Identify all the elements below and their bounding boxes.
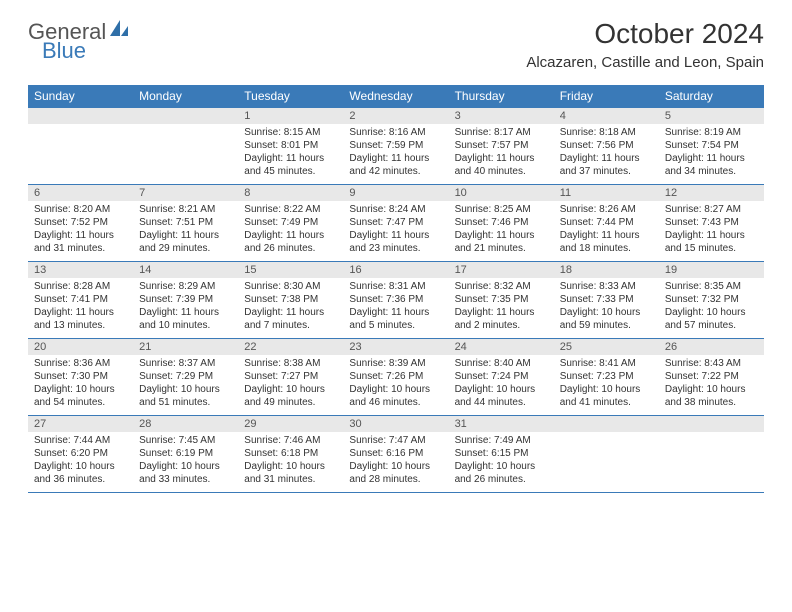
calendar-table: SundayMondayTuesdayWednesdayThursdayFrid… [28, 85, 764, 493]
day-details: Sunrise: 7:44 AMSunset: 6:20 PMDaylight:… [28, 432, 133, 492]
day-details: Sunrise: 8:31 AMSunset: 7:36 PMDaylight:… [343, 278, 448, 338]
day-details: Sunrise: 7:46 AMSunset: 6:18 PMDaylight:… [238, 432, 343, 492]
day-number: 17 [449, 261, 554, 278]
weekday-header-row: SundayMondayTuesdayWednesdayThursdayFrid… [28, 85, 764, 107]
day-number: 21 [133, 338, 238, 355]
location: Alcazaren, Castille and Leon, Spain [526, 54, 764, 71]
empty-daybody [659, 432, 764, 486]
day-details: Sunrise: 8:33 AMSunset: 7:33 PMDaylight:… [554, 278, 659, 338]
day-number: 14 [133, 261, 238, 278]
day-details: Sunrise: 8:21 AMSunset: 7:51 PMDaylight:… [133, 201, 238, 261]
day-details: Sunrise: 8:22 AMSunset: 7:49 PMDaylight:… [238, 201, 343, 261]
day-details: Sunrise: 8:32 AMSunset: 7:35 PMDaylight:… [449, 278, 554, 338]
logo-blue-row: Blue [42, 38, 86, 64]
bottom-border [659, 492, 764, 493]
day-details: Sunrise: 8:28 AMSunset: 7:41 PMDaylight:… [28, 278, 133, 338]
day-details: Sunrise: 8:43 AMSunset: 7:22 PMDaylight:… [659, 355, 764, 415]
day-number: 4 [554, 107, 659, 124]
day-details: Sunrise: 7:45 AMSunset: 6:19 PMDaylight:… [133, 432, 238, 492]
title-block: October 2024 Alcazaren, Castille and Leo… [526, 18, 764, 71]
bottom-border [343, 492, 448, 493]
day-number: 2 [343, 107, 448, 124]
day-details: Sunrise: 8:24 AMSunset: 7:47 PMDaylight:… [343, 201, 448, 261]
day-number: 9 [343, 184, 448, 201]
weekday-header: Wednesday [343, 85, 448, 107]
logo-sail-icon [108, 18, 130, 45]
day-details: Sunrise: 8:35 AMSunset: 7:32 PMDaylight:… [659, 278, 764, 338]
weekday-header: Sunday [28, 85, 133, 107]
day-details: Sunrise: 8:20 AMSunset: 7:52 PMDaylight:… [28, 201, 133, 261]
weekday-header: Monday [133, 85, 238, 107]
day-number: 31 [449, 415, 554, 432]
day-number: 23 [343, 338, 448, 355]
day-number: 8 [238, 184, 343, 201]
day-details: Sunrise: 8:29 AMSunset: 7:39 PMDaylight:… [133, 278, 238, 338]
day-details: Sunrise: 8:37 AMSunset: 7:29 PMDaylight:… [133, 355, 238, 415]
empty-daynum [133, 107, 238, 124]
day-details: Sunrise: 8:26 AMSunset: 7:44 PMDaylight:… [554, 201, 659, 261]
day-number: 27 [28, 415, 133, 432]
day-details: Sunrise: 8:27 AMSunset: 7:43 PMDaylight:… [659, 201, 764, 261]
weekday-header: Tuesday [238, 85, 343, 107]
bottom-border [554, 492, 659, 493]
day-details: Sunrise: 8:17 AMSunset: 7:57 PMDaylight:… [449, 124, 554, 184]
calendar-body: 12345Sunrise: 8:15 AMSunset: 8:01 PMDayl… [28, 107, 764, 493]
day-details: Sunrise: 8:40 AMSunset: 7:24 PMDaylight:… [449, 355, 554, 415]
day-details: Sunrise: 8:15 AMSunset: 8:01 PMDaylight:… [238, 124, 343, 184]
empty-daybody [133, 124, 238, 178]
empty-daynum [554, 415, 659, 432]
day-number: 19 [659, 261, 764, 278]
logo-text-blue: Blue [42, 38, 86, 64]
day-number: 25 [554, 338, 659, 355]
day-details: Sunrise: 8:38 AMSunset: 7:27 PMDaylight:… [238, 355, 343, 415]
bottom-border [133, 492, 238, 493]
month-title: October 2024 [526, 18, 764, 50]
day-details: Sunrise: 8:16 AMSunset: 7:59 PMDaylight:… [343, 124, 448, 184]
day-number: 1 [238, 107, 343, 124]
bottom-border [238, 492, 343, 493]
day-number: 12 [659, 184, 764, 201]
empty-daybody [554, 432, 659, 486]
day-number: 5 [659, 107, 764, 124]
day-number: 30 [343, 415, 448, 432]
day-number: 24 [449, 338, 554, 355]
day-details: Sunrise: 8:39 AMSunset: 7:26 PMDaylight:… [343, 355, 448, 415]
weekday-header: Thursday [449, 85, 554, 107]
day-details: Sunrise: 8:41 AMSunset: 7:23 PMDaylight:… [554, 355, 659, 415]
empty-daynum [659, 415, 764, 432]
weekday-header: Friday [554, 85, 659, 107]
day-number: 22 [238, 338, 343, 355]
day-number: 18 [554, 261, 659, 278]
day-number: 16 [343, 261, 448, 278]
empty-daybody [28, 124, 133, 178]
weekday-header: Saturday [659, 85, 764, 107]
day-details: Sunrise: 7:49 AMSunset: 6:15 PMDaylight:… [449, 432, 554, 492]
day-number: 26 [659, 338, 764, 355]
day-details: Sunrise: 8:30 AMSunset: 7:38 PMDaylight:… [238, 278, 343, 338]
day-number: 7 [133, 184, 238, 201]
empty-daynum [28, 107, 133, 124]
day-details: Sunrise: 7:47 AMSunset: 6:16 PMDaylight:… [343, 432, 448, 492]
day-details: Sunrise: 8:36 AMSunset: 7:30 PMDaylight:… [28, 355, 133, 415]
day-number: 6 [28, 184, 133, 201]
day-details: Sunrise: 8:19 AMSunset: 7:54 PMDaylight:… [659, 124, 764, 184]
day-number: 20 [28, 338, 133, 355]
day-number: 29 [238, 415, 343, 432]
bottom-border [449, 492, 554, 493]
day-number: 15 [238, 261, 343, 278]
day-number: 28 [133, 415, 238, 432]
day-number: 3 [449, 107, 554, 124]
day-number: 10 [449, 184, 554, 201]
day-number: 13 [28, 261, 133, 278]
day-details: Sunrise: 8:18 AMSunset: 7:56 PMDaylight:… [554, 124, 659, 184]
day-number: 11 [554, 184, 659, 201]
bottom-border [28, 492, 133, 493]
day-details: Sunrise: 8:25 AMSunset: 7:46 PMDaylight:… [449, 201, 554, 261]
header: General October 2024 Alcazaren, Castille… [28, 18, 764, 71]
